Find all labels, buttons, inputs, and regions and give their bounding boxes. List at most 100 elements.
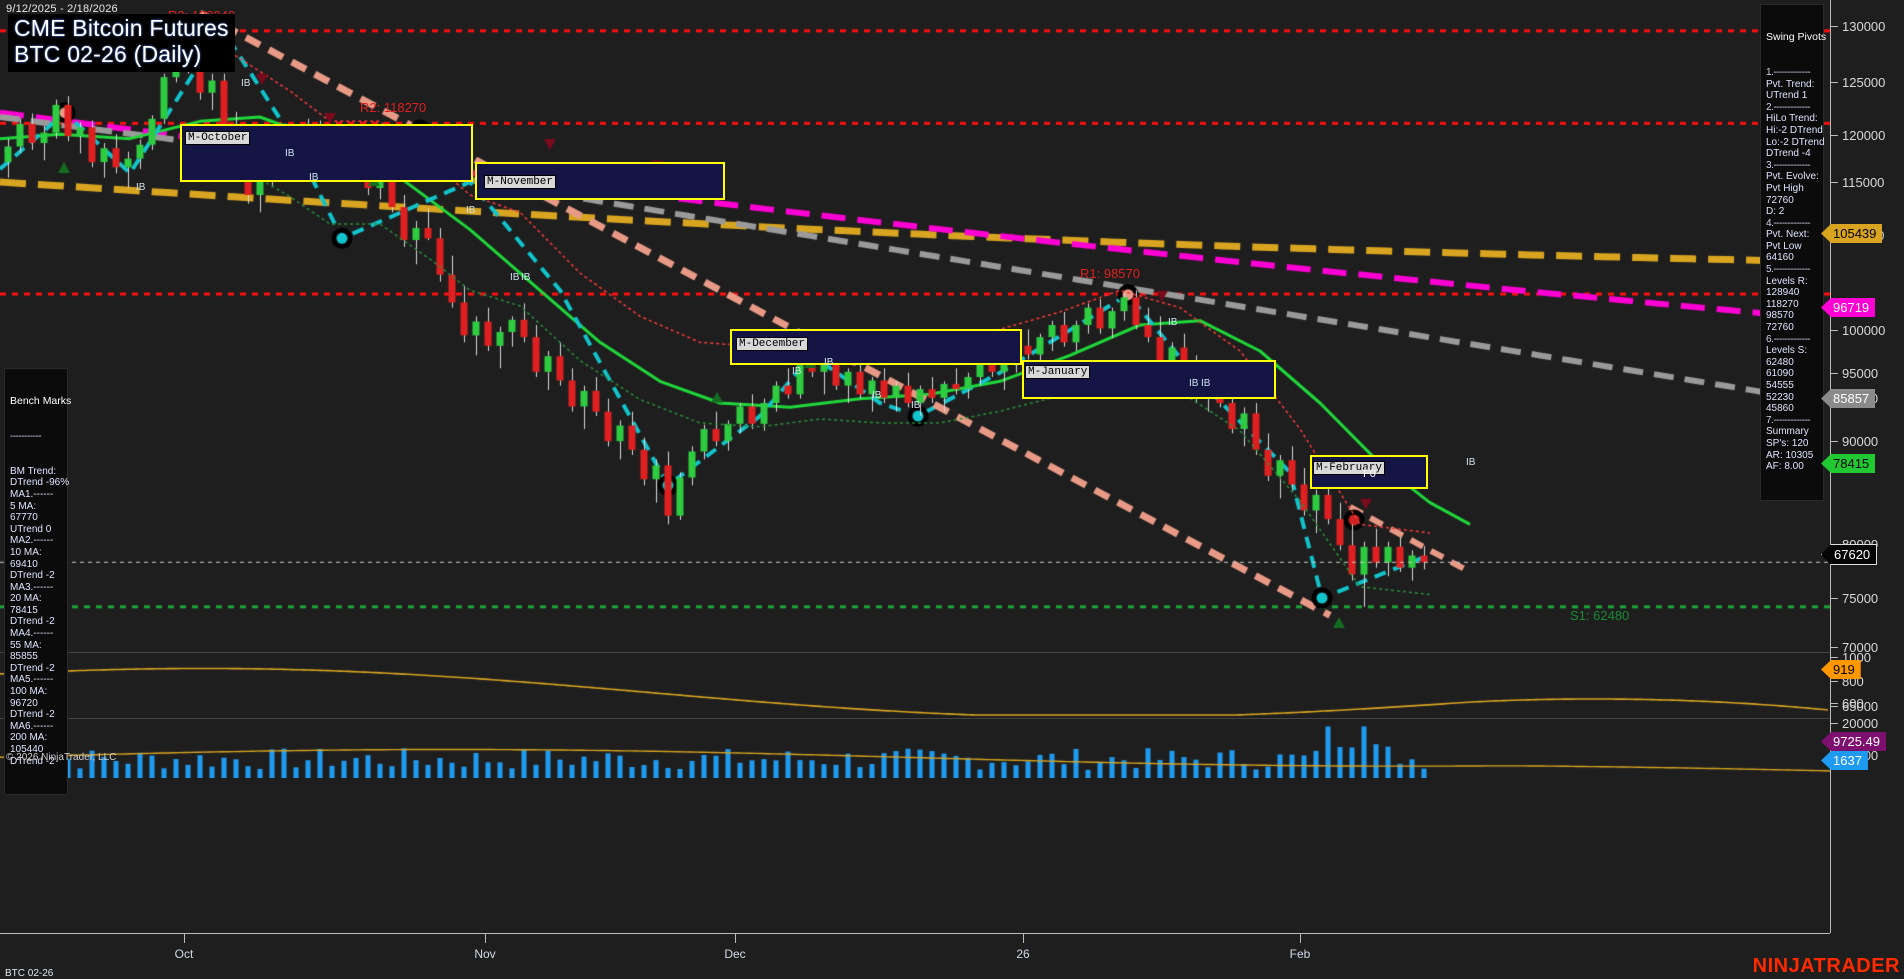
tick-dash <box>1831 681 1838 682</box>
bench-mark-line: 67770 <box>10 512 38 524</box>
time-tick <box>485 934 486 943</box>
bench-mark-line: 55 MA: <box>10 639 42 651</box>
symbol-label: BTC 02-26 <box>5 968 54 979</box>
bench-mark-line: DTrend -2 <box>10 709 55 721</box>
ib-marker: IB <box>792 366 802 377</box>
bench-marks-panel[interactable]: Bench Marks ----------- BM Trend: DTrend … <box>4 368 72 796</box>
bench-mark-line: MA1.------ <box>10 488 54 500</box>
tick-dash <box>1831 706 1838 707</box>
ib-marker: IB <box>1168 317 1178 328</box>
month-label[interactable]: M-December <box>736 337 809 351</box>
month-label[interactable]: M-November <box>484 175 557 189</box>
bench-marks-lines: BM Trend: DTrend -96% MA1.------ 5 MA: 67770… <box>10 466 70 767</box>
swing-pivot-line: Pvt High <box>1766 182 1804 194</box>
tick-label: 95000 <box>1842 366 1879 381</box>
bench-mark-line: MA2.------ <box>10 535 54 547</box>
tick-dash <box>1831 598 1838 599</box>
swing-pivot-line: 2.------------- <box>1766 101 1811 113</box>
ib-marker: IB <box>1466 457 1476 468</box>
bench-mark-line: DTrend -96% <box>10 477 70 489</box>
price-pane[interactable] <box>0 0 1830 650</box>
bench-mark-line: 5 MA: <box>10 500 37 512</box>
bench-mark-line: MA5.------ <box>10 674 54 686</box>
bench-marks-title: Bench Marks <box>10 395 72 408</box>
swing-pivot-line: 1.------------- <box>1766 66 1811 78</box>
oscillator-canvas[interactable] <box>0 653 1830 717</box>
time-tick-label: Dec <box>724 947 746 961</box>
month-extra-label: F0 <box>1363 468 1376 480</box>
tick-label: 120000 <box>1842 128 1886 143</box>
bench-mark-line: 78415 <box>10 604 38 616</box>
price-marker[interactable]: 9725.49 <box>1821 732 1886 751</box>
ib-marker: IB <box>521 272 531 283</box>
tick-label: 20000 <box>1842 716 1879 731</box>
time-axis[interactable]: Oct Nov Dec 26 Feb BTC 02-26 <box>0 933 1830 979</box>
swing-pivot-line: 5.------------- <box>1766 264 1811 276</box>
swing-pivot-line: SP's: 120 <box>1766 437 1809 449</box>
swing-pivot-line: 4.------------- <box>1766 217 1811 229</box>
chart-overlay: M-October M-November M-December M-January M-… <box>136 8 1629 623</box>
bench-mark-line: 20 MA: <box>10 593 42 605</box>
time-tick-label: Nov <box>474 947 496 961</box>
ib-marker: IB <box>136 182 146 193</box>
price-marker[interactable]: 67620 <box>1821 544 1878 565</box>
tick-dash <box>1831 26 1838 27</box>
copyright-label: © 2026 NinjaTrader, LLC <box>6 752 117 763</box>
price-marker[interactable]: 105439 <box>1821 224 1883 243</box>
time-tick <box>735 934 736 943</box>
tick-label: 65000 <box>1842 699 1879 714</box>
swing-pivots-lines: 1.------------- Pvt. Trend: UTrend 1 2.----… <box>1766 66 1825 473</box>
volume-pane[interactable] <box>0 718 1830 779</box>
tick-dash <box>1831 82 1838 83</box>
month-label[interactable]: M-February <box>1313 461 1386 475</box>
ib-marker: IB <box>824 357 834 368</box>
swing-pivot-line: Pvt. Trend: <box>1766 78 1815 90</box>
time-tick-label: Oct <box>174 947 194 961</box>
time-tick-label: Feb <box>1289 947 1311 961</box>
month-label[interactable]: M-January <box>1025 365 1091 379</box>
swing-pivot-line: DTrend -4 <box>1766 148 1811 160</box>
ib-marker: IB <box>510 272 520 283</box>
bench-mark-line: MA3.------ <box>10 581 54 593</box>
time-tick <box>1023 934 1024 943</box>
swing-pivot-line: AF: 8.00 <box>1766 461 1804 473</box>
swing-pivot-line: 45860 <box>1766 403 1794 415</box>
bench-marks-rule: ----------- <box>10 430 42 442</box>
swing-pivot-line: 128940 <box>1766 287 1800 299</box>
tick-dash <box>1831 657 1838 658</box>
tick-dash <box>1831 647 1838 648</box>
time-tick <box>1300 934 1301 943</box>
volume-canvas[interactable] <box>0 719 1830 778</box>
tick-dash <box>1831 723 1838 724</box>
price-marker[interactable]: 78415 <box>1821 454 1876 473</box>
price-canvas[interactable] <box>0 0 1830 650</box>
ib-marker: IB <box>872 390 882 401</box>
swing-pivot-line: 118270 <box>1766 298 1799 310</box>
swing-pivots-title: Swing Pivots <box>1766 31 1827 44</box>
swing-pivot-line: 7.------------- <box>1766 414 1811 426</box>
chart-title-line1: CME Bitcoin Futures <box>14 15 229 41</box>
swing-pivot-line: D: 2 <box>1766 206 1785 218</box>
swing-pivot-line: 98570 <box>1766 310 1794 322</box>
price-marker[interactable]: 1637 <box>1821 751 1868 770</box>
swing-pivot-line: Hi:-2 DTrend <box>1766 124 1823 136</box>
tick-label: 115000 <box>1842 175 1885 190</box>
bench-mark-line: DTrend -2 <box>10 755 55 767</box>
price-axis[interactable]: 1300001250001200001150001100001000009500… <box>1821 0 1904 933</box>
price-marker[interactable]: 96719 <box>1821 298 1876 317</box>
month-label[interactable]: M-October <box>185 131 251 145</box>
swing-pivot-line: 6.------------- <box>1766 333 1811 345</box>
chart-title: CME Bitcoin Futures BTC 02-26 (Daily) <box>8 14 235 72</box>
price-marker[interactable]: 85857 <box>1821 389 1876 408</box>
swing-pivot-line: Pvt. Evolve: <box>1766 171 1819 183</box>
swing-pivot-line: 62480 <box>1766 356 1794 368</box>
bench-mark-line: DTrend -2 <box>10 616 55 628</box>
oscillator-pane[interactable] <box>0 652 1830 718</box>
pivot-level-label: R1: 98570 <box>1080 266 1140 281</box>
price-marker[interactable]: 919 <box>1821 660 1861 679</box>
bench-mark-line: 105440 <box>10 744 44 755</box>
swing-pivots-panel[interactable]: Swing Pivots 1.------------- Pvt. Trend: U… <box>1760 4 1827 501</box>
bench-mark-line: 96720 <box>10 697 38 709</box>
swing-pivot-line: Levels R: <box>1766 275 1808 287</box>
